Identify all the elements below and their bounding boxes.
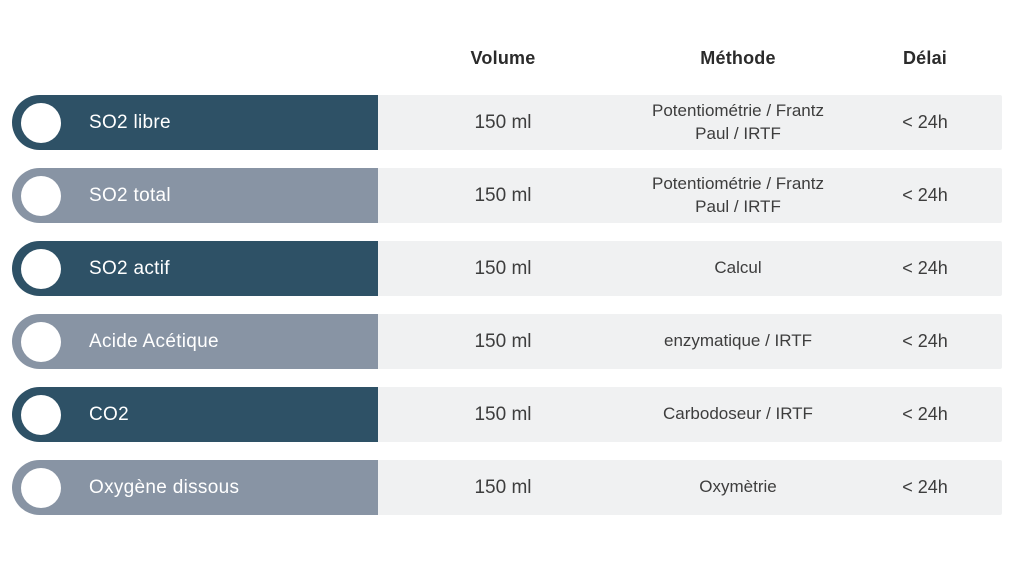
table-row: Oxygène dissous 150 ml Oxymètrie < 24h <box>0 460 1024 515</box>
column-header-method: Méthode <box>700 47 776 68</box>
analysis-label: CO2 <box>89 403 129 425</box>
analysis-label: Oxygène dissous <box>89 476 240 498</box>
table-row: SO2 actif 150 ml Calcul < 24h <box>0 241 1024 296</box>
volume-value: 150 ml <box>474 476 532 498</box>
analysis-pill: SO2 actif <box>12 241 378 296</box>
volume-value: 150 ml <box>474 184 532 206</box>
method-value: Oxymètrie <box>699 477 777 497</box>
method-value: Potentiométrie / Frantz Paul / IRTF <box>652 100 824 143</box>
row-values: 150 ml Carbodoseur / IRTF < 24h <box>378 387 1002 442</box>
analysis-pill: CO2 <box>12 387 378 442</box>
delay-value: < 24h <box>902 258 948 278</box>
row-values: 150 ml enzymatique / IRTF < 24h <box>378 314 1002 369</box>
table-header: Volume Méthode Délai <box>378 44 1002 72</box>
analysis-pill: Acide Acétique <box>12 314 378 369</box>
column-header-delay: Délai <box>902 47 948 68</box>
delay-value: < 24h <box>902 185 948 205</box>
volume-value: 150 ml <box>474 111 532 133</box>
table-row: Acide Acétique 150 ml enzymatique / IRTF… <box>0 314 1024 369</box>
method-value: enzymatique / IRTF <box>663 331 813 351</box>
volume-value: 150 ml <box>474 403 532 425</box>
bullet-circle-icon <box>21 248 61 289</box>
analysis-label: Acide Acétique <box>89 330 219 352</box>
method-value: Carbodoseur / IRTF <box>663 404 813 424</box>
bullet-circle-icon <box>21 321 61 362</box>
row-values: 150 ml Calcul < 24h <box>378 241 1002 296</box>
delay-value: < 24h <box>902 404 948 424</box>
table-body: SO2 libre 150 ml Potentiométrie / Frantz… <box>0 95 1024 533</box>
analysis-label: SO2 actif <box>89 257 170 279</box>
analysis-pill: SO2 total <box>12 168 378 223</box>
table-row: CO2 150 ml Carbodoseur / IRTF < 24h <box>0 387 1024 442</box>
analysis-label: SO2 total <box>89 184 171 206</box>
row-values: 150 ml Oxymètrie < 24h <box>378 460 1002 515</box>
bullet-circle-icon <box>21 175 61 216</box>
bullet-circle-icon <box>21 102 61 143</box>
table-row: SO2 total 150 ml Potentiométrie / Frantz… <box>0 168 1024 223</box>
analysis-pill: SO2 libre <box>12 95 378 150</box>
row-values: 150 ml Potentiométrie / Frantz Paul / IR… <box>378 95 1002 150</box>
analysis-label: SO2 libre <box>89 111 171 133</box>
bullet-circle-icon <box>21 394 61 435</box>
method-value: Calcul <box>714 258 762 278</box>
row-values: 150 ml Potentiométrie / Frantz Paul / IR… <box>378 168 1002 223</box>
method-value: Potentiométrie / Frantz Paul / IRTF <box>652 173 824 216</box>
volume-value: 150 ml <box>474 330 532 352</box>
column-header-volume: Volume <box>470 47 536 68</box>
volume-value: 150 ml <box>474 257 532 279</box>
table-row: SO2 libre 150 ml Potentiométrie / Frantz… <box>0 95 1024 150</box>
delay-value: < 24h <box>902 331 948 351</box>
bullet-circle-icon <box>21 467 61 508</box>
delay-value: < 24h <box>902 112 948 132</box>
delay-value: < 24h <box>902 477 948 497</box>
analysis-pill: Oxygène dissous <box>12 460 378 515</box>
